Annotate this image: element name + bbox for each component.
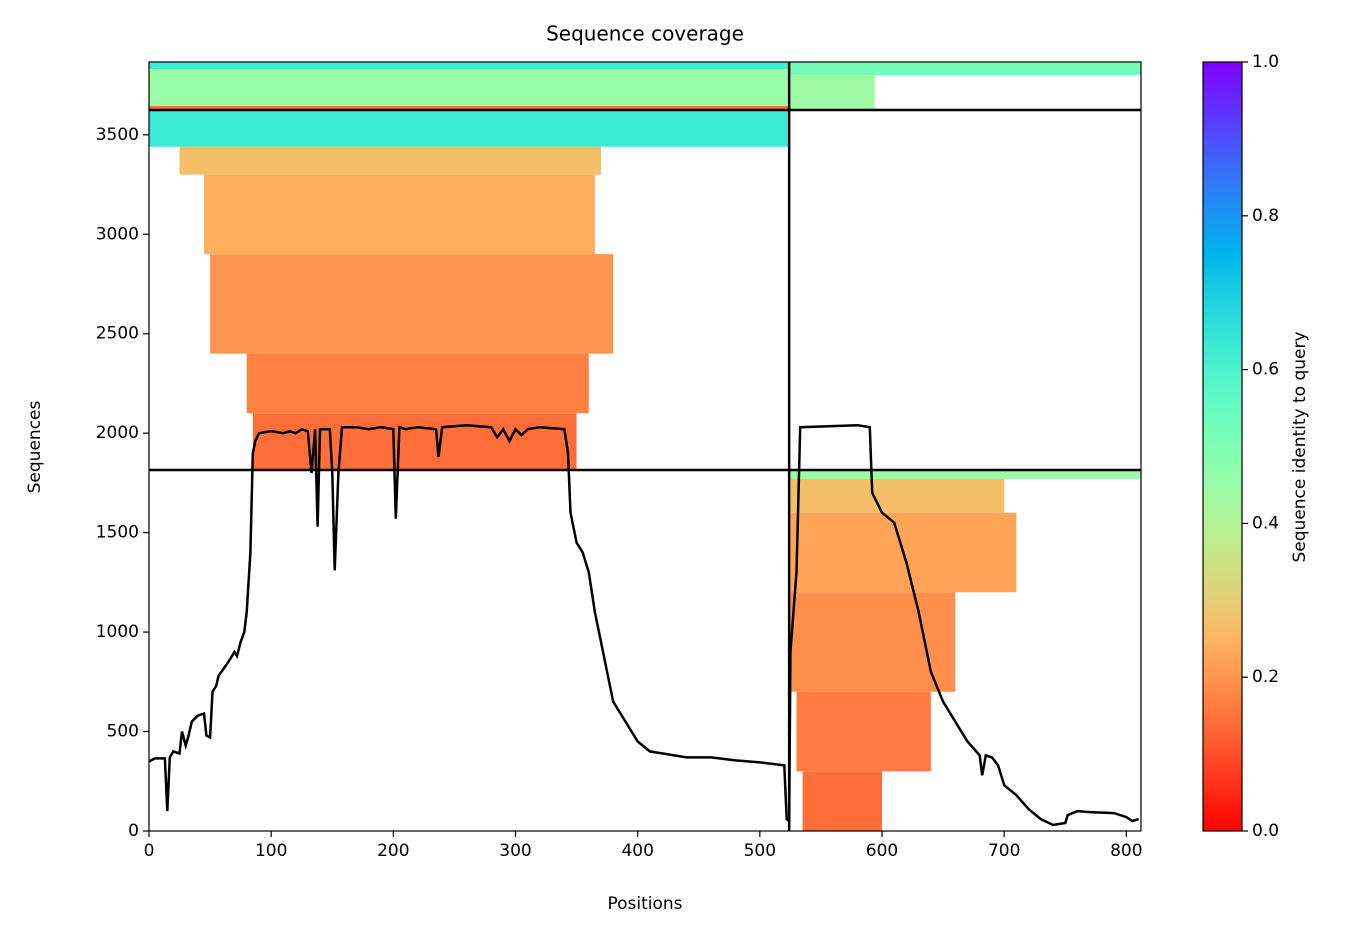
chart-title: Sequence coverage	[546, 22, 744, 46]
plot-frame	[148, 61, 1142, 832]
x-tick-label: 700	[988, 841, 1020, 861]
coverage-block	[149, 69, 790, 106]
x-tick-label: 500	[744, 841, 776, 861]
x-tick-label: 400	[621, 841, 653, 861]
colorbar-tick-label: 0.6	[1252, 360, 1279, 380]
colorbar-label: Sequence identity to query	[1290, 331, 1310, 562]
coverage-block	[246, 353, 589, 414]
x-tick-label: 0	[144, 841, 155, 861]
x-tick-label: 100	[255, 841, 287, 861]
y-tick-label: 0	[128, 821, 139, 841]
colorbar	[1202, 61, 1243, 832]
coverage-block	[802, 771, 883, 831]
y-tick-label: 1000	[96, 622, 139, 642]
x-tick-label: 300	[499, 841, 531, 861]
coverage-block	[210, 254, 614, 354]
colorbar-tick-label: 0.0	[1252, 821, 1279, 841]
y-tick-label: 3500	[96, 125, 139, 145]
coverage-block	[790, 62, 1141, 76]
coverage-block	[790, 75, 875, 110]
colorbar-tick-label: 0.4	[1252, 513, 1279, 533]
coverage-block	[149, 62, 790, 70]
x-tick-label: 800	[1110, 841, 1142, 861]
y-tick-label: 500	[107, 722, 139, 742]
y-tick-label: 2500	[96, 324, 139, 344]
coverage-block	[790, 478, 1005, 513]
y-tick-label: 2000	[96, 423, 139, 443]
coverage-block	[149, 110, 790, 147]
x-tick-label: 600	[866, 841, 898, 861]
coverage-block	[790, 592, 956, 692]
x-axis-label: Positions	[607, 894, 682, 914]
colorbar-tick-label: 0.2	[1252, 667, 1279, 687]
coverage-block	[149, 105, 790, 110]
y-tick-label: 3000	[96, 224, 139, 244]
coverage-block	[796, 691, 931, 772]
colorbar-tick-label: 0.8	[1252, 206, 1279, 226]
coverage-block	[203, 174, 595, 255]
x-tick-label: 200	[377, 841, 409, 861]
coverage-block	[252, 413, 577, 470]
y-axis-label: Sequences	[25, 401, 45, 494]
colorbar-tick-label: 1.0	[1252, 52, 1279, 72]
y-tick-label: 1500	[96, 523, 139, 543]
coverage-block	[179, 146, 602, 175]
coverage-line	[148, 423, 1139, 827]
coverage-block	[790, 470, 1141, 479]
